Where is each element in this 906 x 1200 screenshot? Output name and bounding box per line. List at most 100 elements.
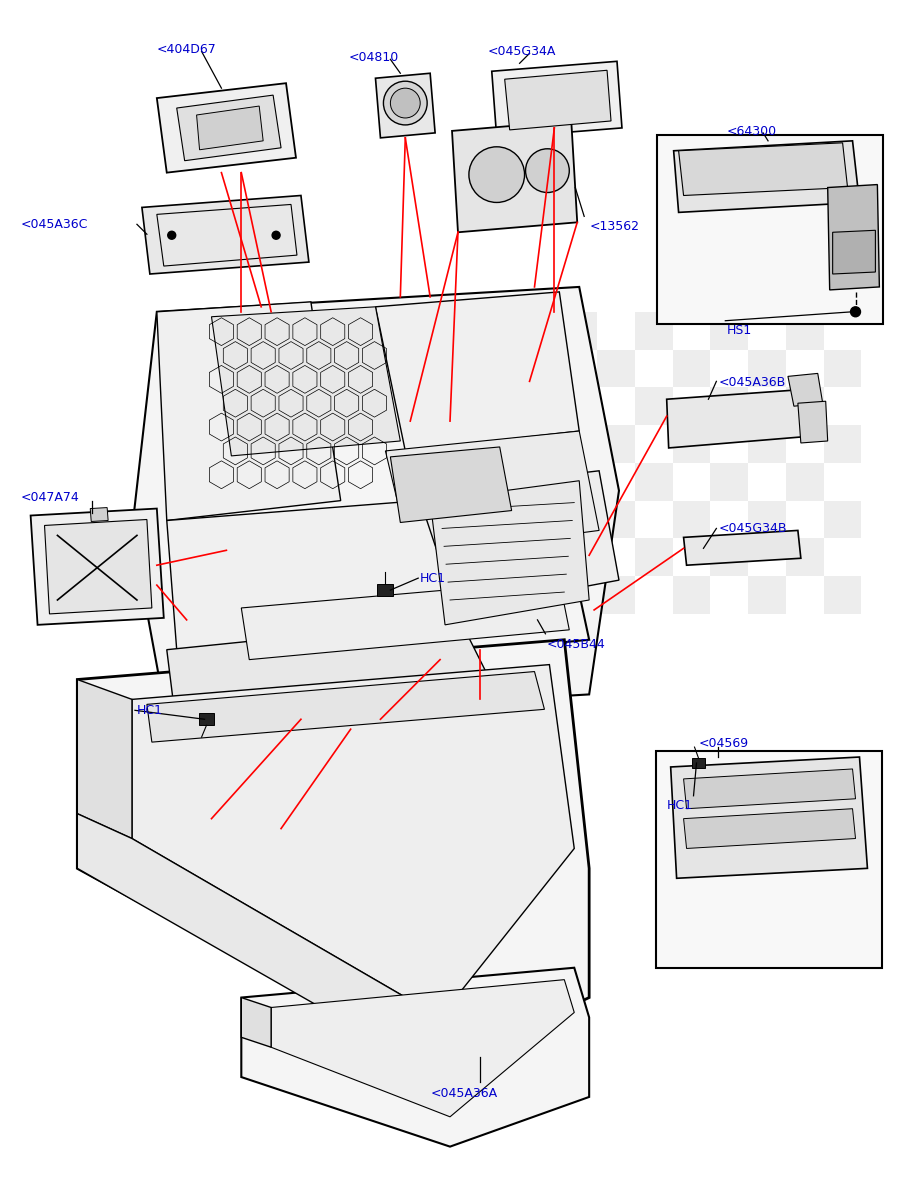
Polygon shape (198, 713, 215, 725)
Polygon shape (91, 508, 108, 522)
Polygon shape (157, 83, 296, 173)
Polygon shape (672, 425, 710, 463)
Polygon shape (597, 349, 635, 388)
Polygon shape (710, 539, 748, 576)
Polygon shape (824, 425, 862, 463)
Circle shape (272, 232, 280, 239)
Polygon shape (786, 463, 824, 500)
Bar (657, 134, 883, 324)
Circle shape (851, 307, 861, 317)
Polygon shape (748, 500, 786, 539)
Circle shape (469, 146, 525, 203)
Polygon shape (684, 809, 855, 848)
Polygon shape (824, 576, 862, 614)
Text: c a r  p a r t s: c a r p a r t s (198, 616, 403, 644)
Polygon shape (505, 71, 611, 130)
Polygon shape (748, 576, 786, 614)
Polygon shape (132, 287, 619, 719)
Polygon shape (77, 814, 440, 1048)
Polygon shape (691, 758, 706, 768)
Polygon shape (710, 312, 748, 349)
Polygon shape (452, 121, 577, 233)
Polygon shape (667, 389, 813, 448)
Text: HC1: HC1 (667, 799, 693, 811)
Polygon shape (211, 307, 400, 456)
Polygon shape (77, 679, 132, 839)
Polygon shape (142, 196, 309, 274)
Polygon shape (241, 967, 589, 1147)
Polygon shape (672, 500, 710, 539)
Polygon shape (31, 509, 164, 625)
Text: scuderia: scuderia (174, 554, 428, 606)
Polygon shape (828, 185, 880, 290)
Text: HC1: HC1 (137, 704, 163, 718)
Polygon shape (824, 349, 862, 388)
Polygon shape (147, 672, 545, 742)
Polygon shape (217, 570, 589, 674)
Polygon shape (672, 576, 710, 614)
Polygon shape (710, 388, 748, 425)
Text: <045A36A: <045A36A (430, 1087, 497, 1100)
Text: <04569: <04569 (699, 737, 748, 750)
Polygon shape (375, 292, 579, 451)
Polygon shape (786, 539, 824, 576)
Polygon shape (597, 576, 635, 614)
Polygon shape (390, 446, 512, 522)
Text: <047A74: <047A74 (21, 491, 80, 504)
Polygon shape (559, 388, 597, 425)
Polygon shape (597, 425, 635, 463)
Polygon shape (492, 61, 622, 138)
Polygon shape (167, 620, 500, 730)
Polygon shape (385, 431, 599, 556)
Polygon shape (132, 665, 574, 1018)
Circle shape (390, 88, 420, 118)
Polygon shape (177, 95, 281, 161)
Polygon shape (559, 312, 597, 349)
Polygon shape (788, 373, 823, 406)
Polygon shape (241, 997, 271, 1048)
Polygon shape (824, 500, 862, 539)
Polygon shape (670, 757, 867, 878)
Text: HS1: HS1 (727, 324, 752, 337)
Circle shape (383, 82, 427, 125)
Polygon shape (635, 388, 672, 425)
Polygon shape (679, 143, 848, 196)
Polygon shape (833, 230, 875, 274)
Text: <045G34A: <045G34A (487, 46, 556, 59)
Polygon shape (197, 106, 263, 150)
Polygon shape (635, 463, 672, 500)
Polygon shape (271, 979, 574, 1117)
Polygon shape (786, 388, 824, 425)
Polygon shape (44, 520, 152, 614)
Text: <64300: <64300 (727, 125, 776, 138)
Text: <045G34B: <045G34B (718, 522, 787, 535)
Polygon shape (635, 539, 672, 576)
Text: <404D67: <404D67 (157, 43, 217, 56)
Polygon shape (241, 580, 569, 660)
Text: <13562: <13562 (589, 221, 639, 233)
Text: <045B44: <045B44 (546, 637, 605, 650)
Circle shape (168, 232, 176, 239)
Text: <04810: <04810 (349, 52, 399, 65)
Polygon shape (674, 140, 860, 212)
Polygon shape (167, 500, 460, 649)
Polygon shape (378, 584, 393, 596)
Polygon shape (710, 463, 748, 500)
Polygon shape (559, 463, 597, 500)
Polygon shape (684, 769, 855, 809)
Polygon shape (559, 539, 597, 576)
Circle shape (525, 149, 569, 192)
Bar (656, 751, 882, 967)
Polygon shape (748, 349, 786, 388)
Text: HC1: HC1 (420, 572, 446, 586)
Polygon shape (430, 470, 619, 610)
Polygon shape (672, 349, 710, 388)
Polygon shape (157, 302, 341, 521)
Polygon shape (798, 401, 828, 443)
Text: <045A36C: <045A36C (21, 218, 88, 230)
Polygon shape (430, 481, 589, 625)
Polygon shape (77, 640, 589, 1067)
Text: <045A36B: <045A36B (718, 377, 786, 389)
Polygon shape (635, 312, 672, 349)
Polygon shape (375, 73, 435, 138)
